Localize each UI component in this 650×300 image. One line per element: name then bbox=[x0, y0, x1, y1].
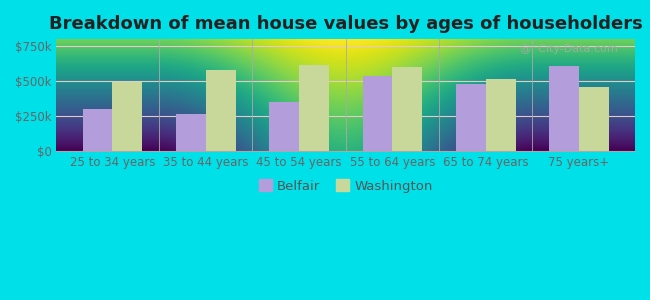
Bar bbox=[83, 110, 112, 151]
Bar bbox=[176, 114, 206, 151]
Bar bbox=[486, 79, 515, 151]
Bar bbox=[579, 87, 609, 151]
Bar bbox=[393, 68, 422, 151]
Bar bbox=[269, 102, 299, 151]
Bar bbox=[456, 83, 486, 151]
Bar bbox=[112, 82, 142, 151]
Bar bbox=[206, 70, 236, 151]
Title: Breakdown of mean house values by ages of householders: Breakdown of mean house values by ages o… bbox=[49, 15, 643, 33]
Bar bbox=[363, 76, 393, 151]
Bar bbox=[299, 65, 329, 151]
Text: @  City-Data.com: @ City-Data.com bbox=[520, 44, 618, 54]
Bar bbox=[549, 66, 579, 151]
Legend: Belfair, Washington: Belfair, Washington bbox=[254, 174, 438, 198]
